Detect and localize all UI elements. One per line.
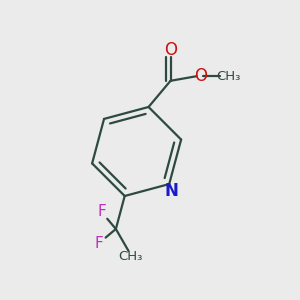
Text: CH₃: CH₃	[118, 250, 142, 263]
Text: N: N	[165, 182, 178, 200]
Text: F: F	[97, 204, 106, 219]
Text: F: F	[94, 236, 103, 251]
Text: CH₃: CH₃	[216, 70, 241, 83]
Text: O: O	[194, 67, 208, 85]
Text: O: O	[164, 40, 177, 58]
